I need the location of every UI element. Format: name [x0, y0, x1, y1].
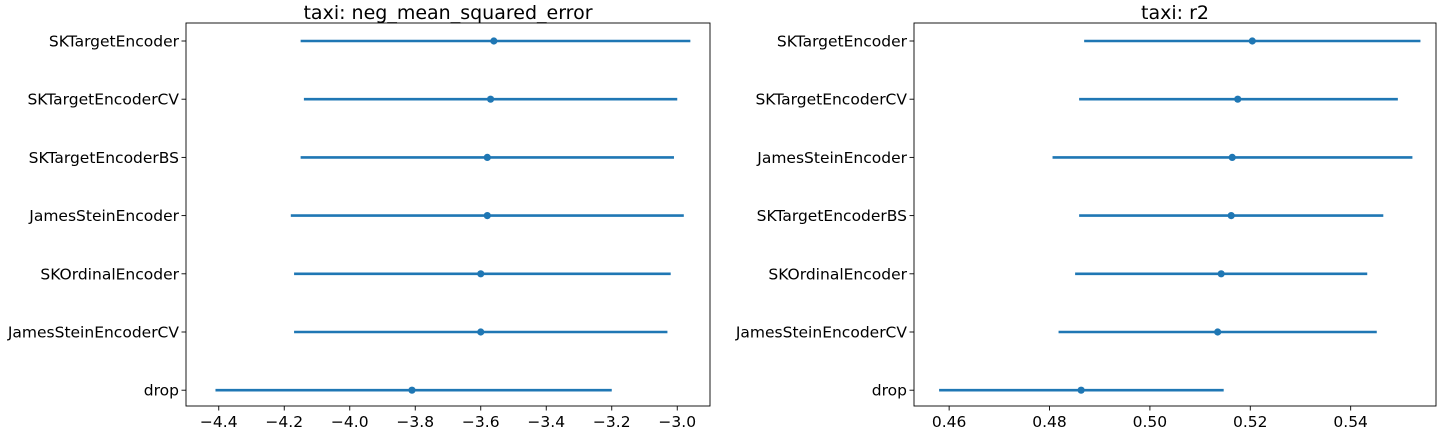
x-tick-label: 0.46 — [932, 413, 967, 431]
y-tick-label: JamesSteinEncoderCV — [7, 324, 180, 342]
mean-point — [477, 328, 485, 336]
mean-point — [1234, 95, 1242, 103]
y-tick-label: SKTargetEncoderCV — [27, 91, 179, 109]
mean-point — [477, 270, 485, 278]
x-tick-label: 0.54 — [1333, 413, 1368, 431]
mean-point — [1077, 386, 1085, 394]
mean-point — [408, 386, 416, 394]
y-tick-label: JamesSteinEncoder — [756, 149, 907, 167]
mean-point — [486, 95, 495, 103]
x-tick-label: −3.0 — [658, 413, 696, 431]
plot-area — [939, 37, 1421, 394]
mean-point — [490, 37, 498, 45]
x-tick-label: −3.6 — [462, 413, 500, 431]
x-tick-label: −3.2 — [593, 413, 631, 431]
chart-title: taxi: r2 — [1141, 2, 1209, 24]
mean-point — [1217, 270, 1225, 278]
x-tick-label: −3.8 — [396, 413, 434, 431]
x-tick-label: −4.2 — [265, 413, 303, 431]
x-axis: −4.4 −4.2 −4.0 −3.8 −3.6 −3.4 −3.2 −3.0 — [200, 406, 696, 431]
x-tick-label: −4.0 — [331, 413, 369, 431]
y-tick-label: SKTargetEncoder — [49, 33, 180, 51]
mean-point — [483, 153, 491, 161]
axes-frame — [185, 22, 711, 407]
y-tick-label: SKTargetEncoderBS — [29, 149, 179, 167]
x-tick-label: 0.48 — [1032, 413, 1067, 431]
y-tick-label: JamesSteinEncoderCV — [735, 324, 908, 342]
mean-point — [1214, 328, 1222, 336]
y-tick-label: drop — [144, 382, 179, 400]
x-axis: 0.46 0.48 0.50 0.52 0.54 — [932, 406, 1368, 431]
y-tick-label: SKTargetEncoder — [777, 33, 908, 51]
y-axis: SKTargetEncoder SKTargetEncoderCV SKTarget… — [7, 33, 186, 400]
y-tick-label: SKOrdinalEncoder — [768, 265, 907, 283]
mean-point — [483, 212, 491, 220]
y-tick-label: JamesSteinEncoder — [28, 207, 179, 225]
chart-title: taxi: neg_mean_squared_error — [303, 2, 592, 24]
chart-panel-neg-mse: taxi: neg_mean_squared_error −4.4 −4.2 −4.… — [7, 2, 711, 431]
y-tick-label: SKTargetEncoderBS — [757, 207, 907, 225]
y-tick-label: SKOrdinalEncoder — [40, 265, 179, 283]
mean-point — [1248, 37, 1256, 45]
mean-point — [1227, 212, 1235, 220]
y-tick-label: drop — [872, 382, 907, 400]
chart-panel-r2: taxi: r2 0.46 0.48 0.50 0.52 0.54 SKTargetEn… — [735, 2, 1437, 431]
x-tick-label: −4.4 — [200, 413, 238, 431]
axes-frame — [913, 22, 1437, 407]
x-tick-label: 0.50 — [1133, 413, 1168, 431]
plot-area — [215, 37, 691, 394]
x-tick-label: 0.52 — [1233, 413, 1268, 431]
y-tick-label: SKTargetEncoderCV — [755, 91, 907, 109]
x-tick-label: −3.4 — [527, 413, 565, 431]
mean-point — [1228, 153, 1236, 161]
y-axis: SKTargetEncoder SKTargetEncoderCV JamesSte… — [735, 33, 914, 400]
